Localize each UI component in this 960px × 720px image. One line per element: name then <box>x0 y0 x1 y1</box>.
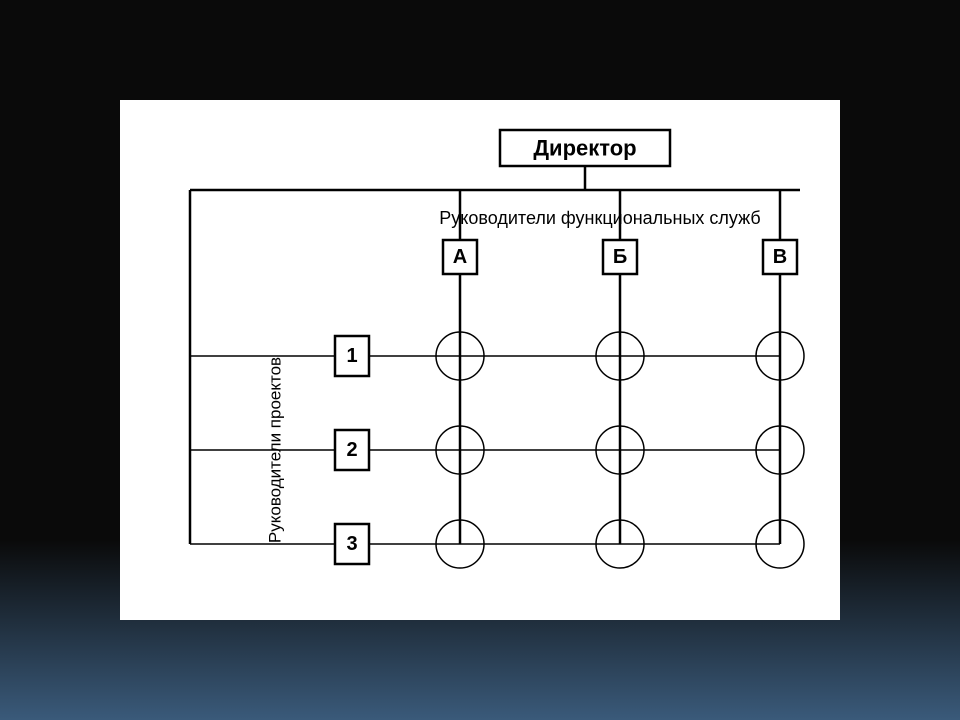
diagram-panel: Директор Руководители функциональных служ… <box>120 100 840 620</box>
column-box-B: Б <box>613 246 627 268</box>
column-box-V: В <box>773 246 787 268</box>
row-box-3: 3 <box>346 533 357 555</box>
director-box: Директор <box>533 136 636 161</box>
column-box-A: А <box>453 246 467 268</box>
functional-heads-label: Руководители функциональных служб <box>439 208 760 228</box>
row-box-2: 2 <box>346 439 357 461</box>
org-chart-svg: Директор Руководители функциональных служ… <box>120 100 840 620</box>
row-box-1: 1 <box>346 345 357 367</box>
